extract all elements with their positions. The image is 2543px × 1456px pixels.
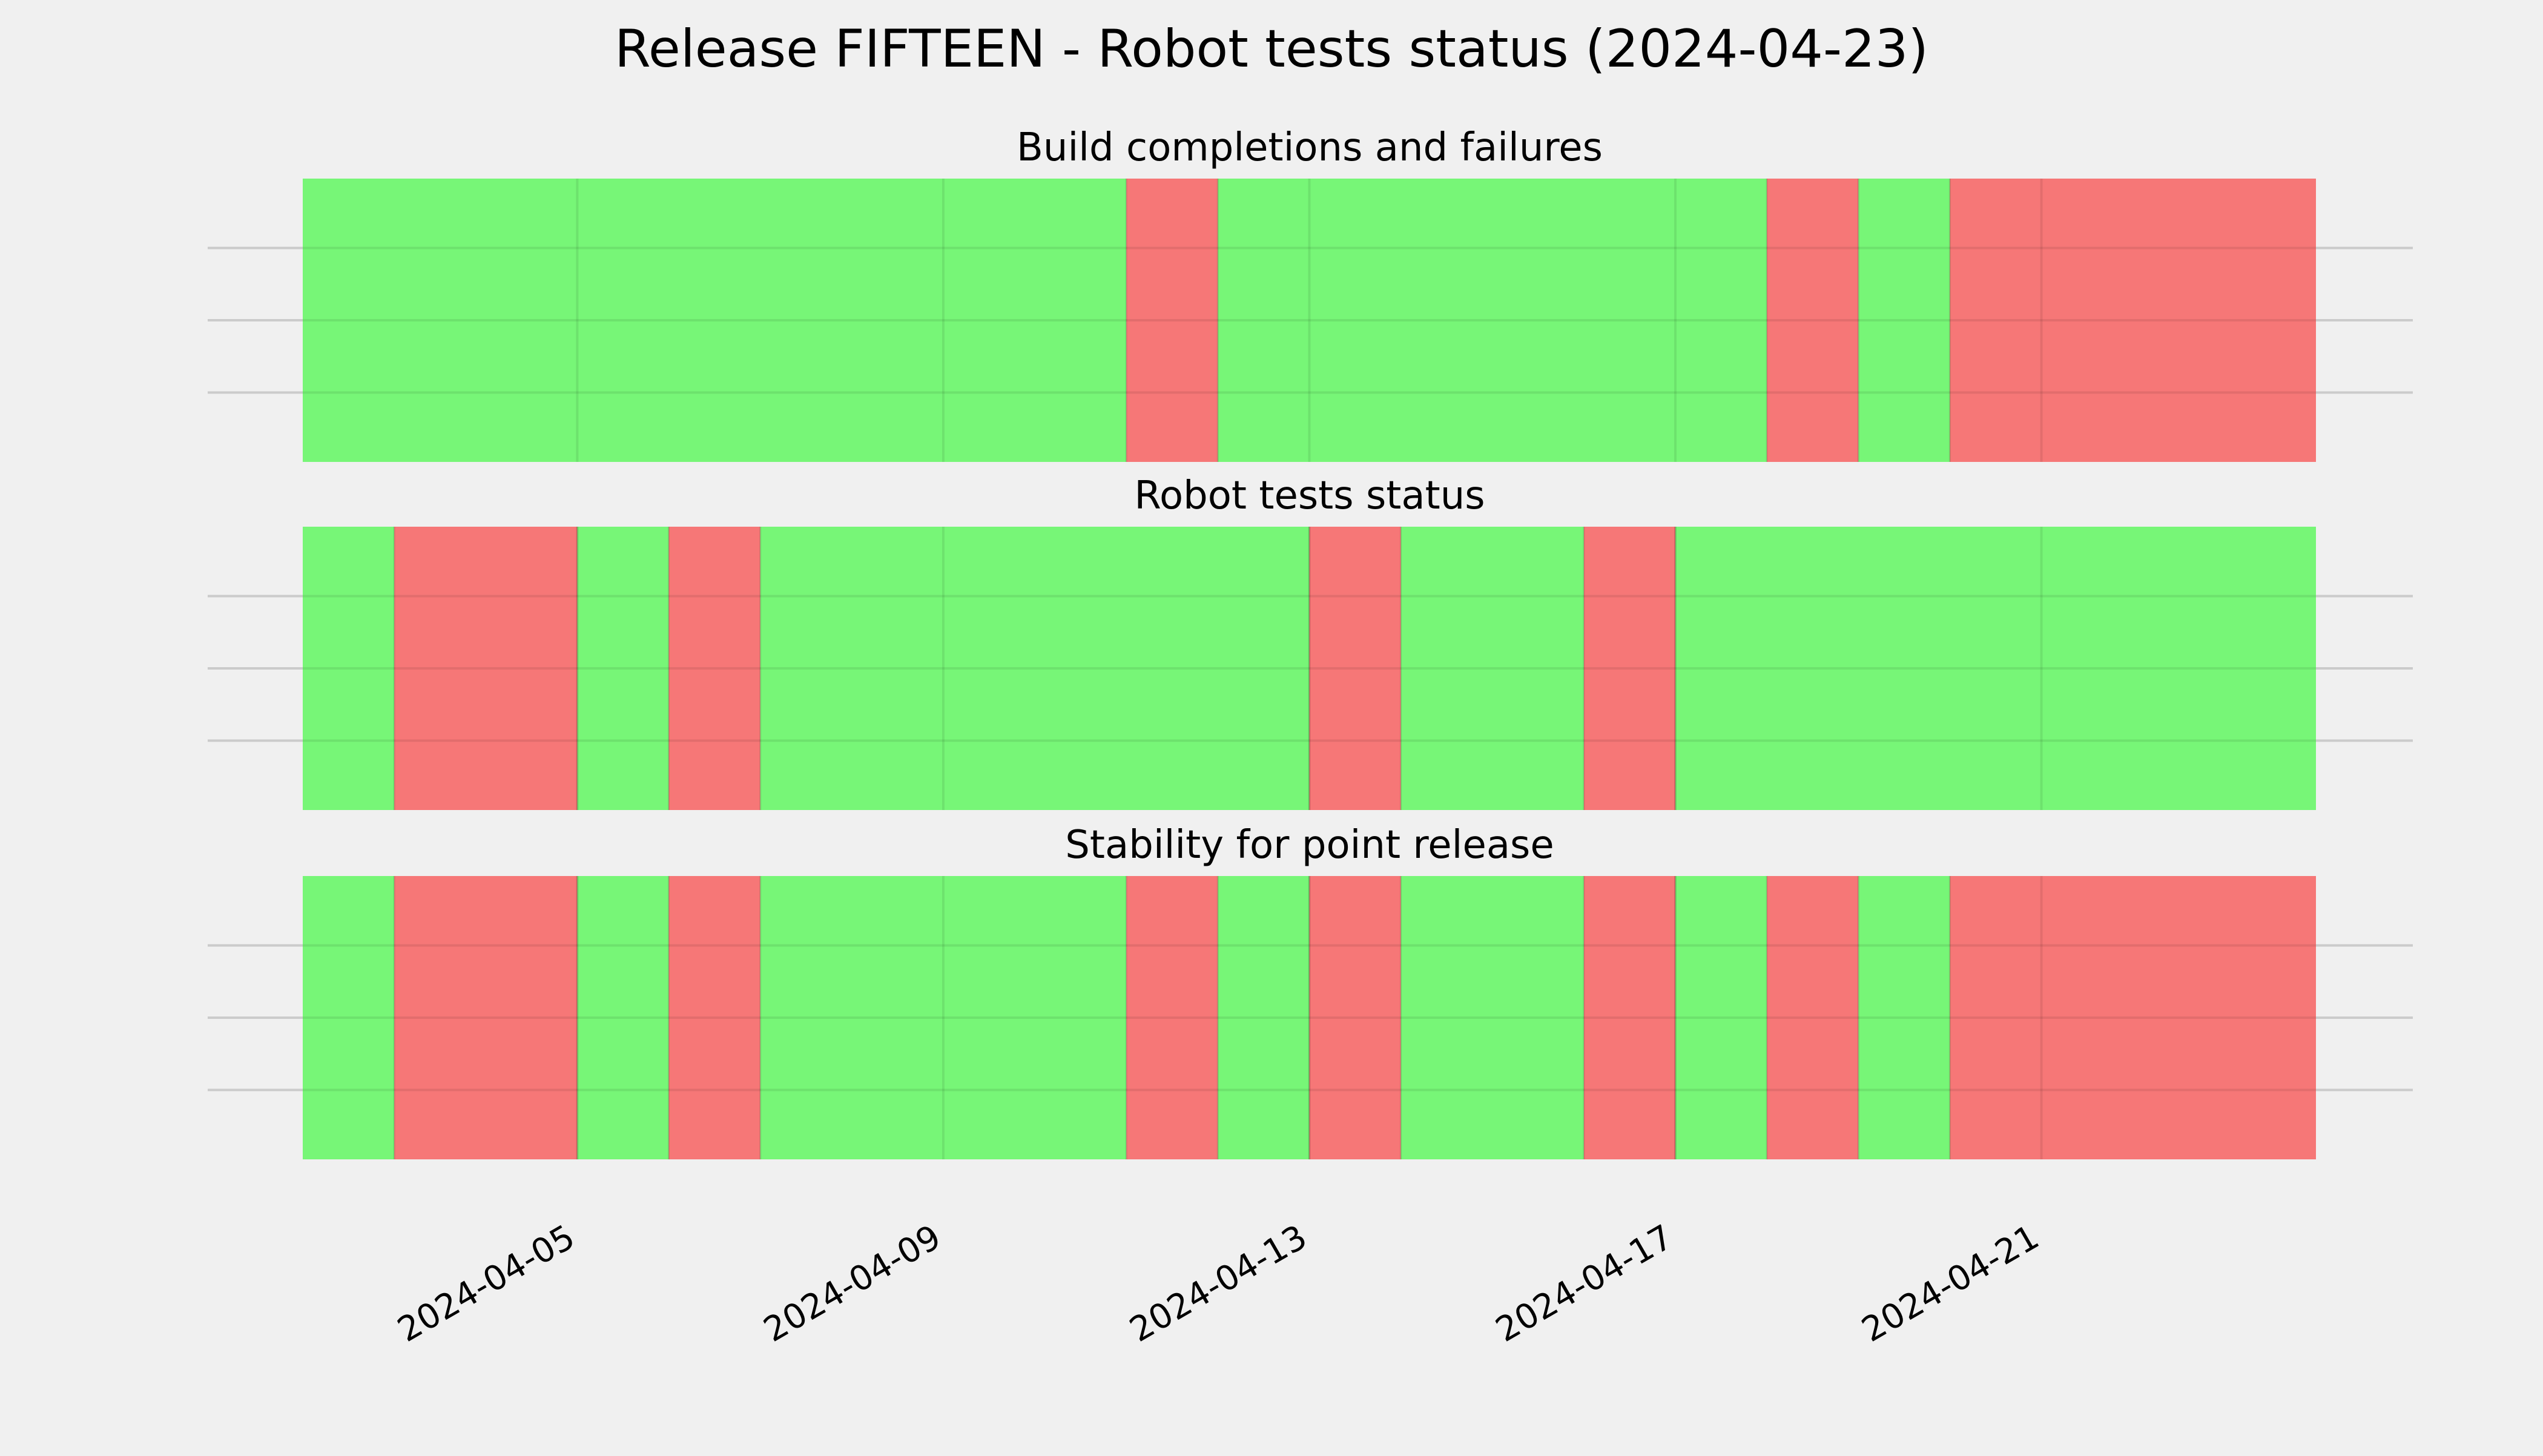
status-segment-pass [1675, 527, 2316, 810]
status-segment-pass [1858, 876, 1950, 1159]
status-segment-pass [1400, 876, 1584, 1159]
status-segment-fail [1767, 876, 1859, 1159]
status-segment-pass [303, 876, 395, 1159]
status-segment-pass [1400, 527, 1584, 810]
status-segment-pass [577, 876, 669, 1159]
status-segment-fail [1126, 179, 1218, 462]
panel-2: Robot tests status [208, 473, 2413, 810]
status-segment-pass [1858, 179, 1950, 462]
status-segment-fail [668, 527, 760, 810]
status-segment-fail [1309, 876, 1401, 1159]
panel-title: Stability for point release [1065, 823, 1554, 868]
status-segment-fail [1583, 527, 1676, 810]
status-segment-fail [394, 527, 578, 810]
status-segment-pass [1675, 876, 1767, 1159]
status-segment-pass [1218, 876, 1310, 1159]
status-segment-pass [577, 527, 669, 810]
chart-title: Release FIFTEEN - Robot tests status (20… [615, 19, 1928, 79]
panel-title: Build completions and failures [1017, 125, 1603, 170]
status-segment-pass [1218, 179, 1767, 462]
status-segment-fail [1950, 876, 2316, 1159]
status-segment-pass [303, 179, 1127, 462]
panel-title: Robot tests status [1134, 473, 1485, 518]
status-segment-pass [760, 527, 1310, 810]
status-segment-fail [1767, 179, 1859, 462]
status-segment-fail [1126, 876, 1218, 1159]
panel-1: Build completions and failures [208, 125, 2413, 462]
status-segment-fail [394, 876, 578, 1159]
status-segment-pass [760, 876, 1127, 1159]
status-segment-fail [1950, 179, 2316, 462]
status-segment-fail [668, 876, 760, 1159]
panel-3: Stability for point release [208, 823, 2413, 1159]
status-segment-pass [303, 527, 395, 810]
status-segment-fail [1309, 527, 1401, 810]
status-segment-fail [1583, 876, 1676, 1159]
